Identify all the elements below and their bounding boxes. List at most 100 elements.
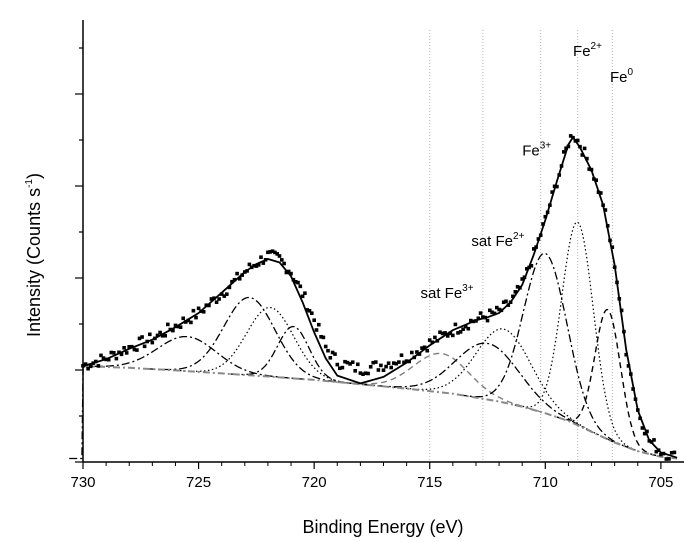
data-point-53 — [217, 297, 221, 301]
data-point-98 — [323, 344, 328, 349]
data-point-117 — [371, 360, 375, 365]
data-point-150 — [456, 331, 460, 335]
annotation-base: Fe — [522, 142, 540, 159]
data-point-205 — [585, 156, 589, 161]
data-point-139 — [427, 338, 432, 342]
data-point-97 — [321, 335, 326, 340]
data-point-59 — [232, 277, 237, 282]
data-point-106 — [343, 359, 347, 364]
data-point-22 — [137, 336, 142, 341]
data-point-38 — [178, 325, 183, 329]
annotation-sup: 0 — [628, 67, 634, 78]
annotation-sup: 2+ — [513, 231, 525, 242]
data-point-36 — [173, 323, 178, 328]
data-point-134 — [415, 350, 419, 354]
data-point-196 — [564, 146, 568, 150]
data-point-239 — [664, 457, 669, 461]
data-point-42 — [189, 320, 193, 325]
envelope-polyline — [82, 135, 678, 459]
data-point-11 — [109, 350, 114, 355]
data-point-18 — [127, 345, 131, 349]
data-point-35 — [171, 328, 175, 333]
data-point-40 — [183, 320, 188, 324]
data-point-96 — [319, 335, 323, 339]
data-point-43 — [191, 308, 196, 313]
data-point-132 — [410, 350, 414, 355]
data-point-120 — [379, 363, 383, 368]
data-point-68 — [254, 264, 259, 268]
data-point-170 — [504, 299, 508, 304]
data-point-47 — [201, 310, 206, 314]
data-point-201 — [575, 138, 580, 143]
data-point-147 — [448, 331, 453, 336]
data-point-195 — [562, 150, 566, 154]
data-point-109 — [350, 360, 355, 364]
x-tick-label-730: 730 — [70, 474, 95, 491]
data-point-71 — [261, 261, 266, 265]
x-tick-label-710: 710 — [533, 474, 558, 491]
data-point-73 — [266, 250, 270, 255]
data-point-122 — [384, 364, 388, 369]
data-point-137 — [422, 345, 427, 350]
data-point-136 — [420, 346, 424, 350]
data-point-235 — [654, 449, 659, 454]
x-tick-label-715: 715 — [417, 474, 442, 491]
data-point-116 — [368, 365, 373, 369]
data-point-10 — [106, 357, 111, 362]
data-point-78 — [277, 254, 282, 258]
data-point-55 — [222, 294, 227, 298]
data-point-87 — [298, 284, 303, 289]
data-point-148 — [451, 333, 455, 338]
component-peak-9 — [556, 308, 659, 457]
data-point-14 — [117, 350, 121, 355]
component-peak-8 — [514, 221, 640, 453]
data-point-145 — [443, 331, 447, 335]
data-point-39 — [181, 316, 185, 321]
data-point-153 — [463, 324, 468, 329]
data-point-118 — [374, 360, 378, 364]
data-point-86 — [296, 280, 300, 285]
annotation-3: sat Fe2+ — [471, 231, 524, 250]
data-point-32 — [163, 333, 167, 338]
data-point-231 — [645, 429, 649, 434]
data-point-127 — [397, 360, 401, 364]
data-point-149 — [453, 322, 458, 327]
data-point-74 — [268, 250, 272, 254]
data-point-92 — [310, 311, 314, 315]
data-point-175 — [515, 285, 520, 289]
component-peak-5 — [361, 342, 613, 443]
data-point-159 — [478, 311, 483, 315]
data-point-123 — [386, 361, 391, 365]
data-point-177 — [520, 277, 524, 281]
data-point-186 — [541, 222, 545, 226]
data-point-100 — [328, 356, 333, 360]
x-tick-label-720: 720 — [302, 474, 327, 491]
data-point-112 — [358, 371, 363, 375]
data-point-166 — [495, 305, 499, 310]
data-point-173 — [511, 294, 515, 299]
y-axis-title: Intensity (Counts s-1) — [24, 173, 44, 337]
data-point-75 — [270, 249, 275, 253]
data-point-164 — [490, 310, 494, 315]
data-point-169 — [501, 300, 506, 304]
data-point-144 — [440, 331, 445, 336]
y-axis-title-text: Intensity (Counts s — [24, 188, 44, 337]
data-point-101 — [330, 350, 335, 355]
data-point-113 — [361, 372, 365, 376]
data-point-143 — [438, 330, 442, 334]
data-point-126 — [394, 361, 399, 366]
data-point-119 — [376, 368, 381, 372]
data-point-70 — [259, 255, 263, 259]
data-point-80 — [282, 261, 286, 266]
data-point-211 — [599, 191, 603, 195]
data-point-12 — [112, 351, 116, 355]
data-point-23 — [140, 335, 144, 339]
data-point-162 — [485, 318, 490, 323]
x-axis-title: Binding Energy (eV) — [302, 517, 463, 537]
data-point-111 — [356, 362, 360, 367]
data-point-51 — [212, 296, 216, 300]
annotation-1: Fe0 — [610, 67, 634, 86]
annotation-sup: 2+ — [591, 41, 603, 52]
data-point-26 — [148, 332, 152, 337]
